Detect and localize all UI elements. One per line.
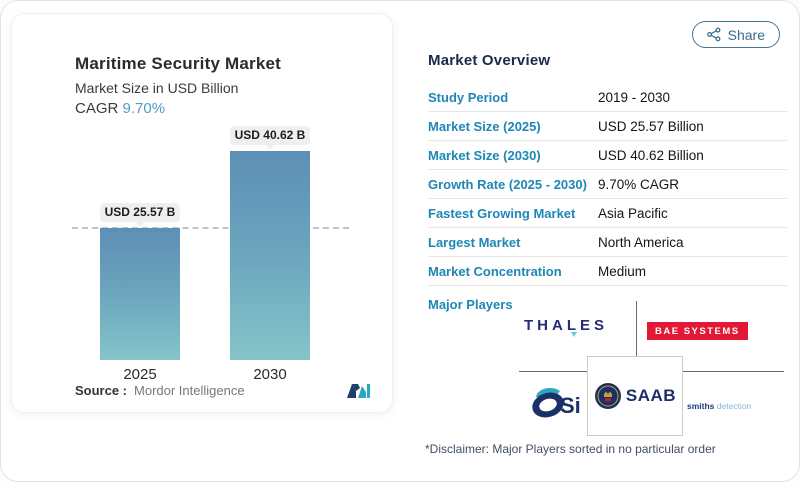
saab-wordmark: SAAB [625, 386, 677, 405]
row-label: Fastest Growing Market [428, 205, 576, 221]
row-label: Market Size (2030) [428, 147, 541, 163]
market-size-chart-card: Maritime Security Market Market Size in … [11, 13, 393, 413]
row-value: 9.70% CAGR [598, 176, 680, 192]
major-players-label: Major Players [428, 297, 513, 312]
osi-logo: Si [532, 387, 580, 418]
share-button[interactable]: Share [691, 21, 780, 48]
svg-text:Si: Si [560, 393, 580, 418]
bar-value-label-2030: USD 40.62 B [230, 126, 310, 145]
bar-value-label-2025: USD 25.57 B [100, 203, 180, 222]
table-row-market-size-2030: Market Size (2030) USD 40.62 Billion [428, 141, 787, 170]
source-value: Mordor Intelligence [134, 382, 245, 398]
thales-accent-icon [571, 332, 577, 337]
market-overview-panel: Market Overview Study Period 2019 - 2030… [428, 46, 787, 312]
row-label: Study Period [428, 89, 509, 105]
chart-title: Maritime Security Market [75, 54, 282, 73]
table-row-growth-rate: Growth Rate (2025 - 2030) 9.70% CAGR [428, 170, 787, 199]
row-label: Growth Rate (2025 - 2030) [428, 176, 587, 192]
smiths-wordmark: smiths [687, 401, 715, 411]
x-axis-label-2025: 2025 [123, 366, 157, 383]
row-value: USD 25.57 Billion [598, 118, 704, 134]
chart-subtitle: Market Size in USD Billion [75, 80, 239, 96]
share-button-label: Share [727, 26, 765, 43]
mordor-intelligence-logo-icon [347, 384, 370, 398]
table-row-market-size-2025: Market Size (2025) USD 25.57 Billion [428, 112, 787, 141]
cagr-value: 9.70% [122, 100, 166, 117]
bar-group-2025: USD 25.57 B [100, 203, 180, 360]
bar-group-2030: USD 40.62 B [230, 126, 310, 360]
table-row-largest-market: Largest Market North America [428, 228, 787, 257]
row-value: North America [598, 234, 684, 250]
source-label: Source : [75, 382, 128, 398]
row-value: 2019 - 2030 [598, 89, 671, 105]
overview-heading: Market Overview [428, 52, 551, 69]
bar-2030 [230, 151, 310, 360]
reference-dashed-line [72, 227, 349, 229]
detection-wordmark: detection [716, 401, 752, 411]
thales-logo: THALES [524, 317, 608, 334]
table-row-fastest-growing-market: Fastest Growing Market Asia Pacific [428, 199, 787, 228]
saab-logo-card: SAAB [587, 356, 683, 436]
smiths-detection-logo: smiths detection [687, 401, 751, 411]
chart-header: Maritime Security Market Market Size in … [12, 14, 392, 117]
table-row-study-period: Study Period 2019 - 2030 [428, 83, 787, 112]
connector-line-vertical [636, 301, 637, 356]
chart-cagr: CAGR 9.70% [75, 100, 392, 117]
source-row: Source : Mordor Intelligence [75, 382, 370, 398]
saab-crest-icon [594, 383, 621, 409]
row-label: Market Concentration [428, 263, 562, 279]
row-value: Medium [598, 263, 647, 279]
share-icon [706, 27, 721, 42]
connector-line-horizontal-right [683, 371, 784, 372]
connector-line-horizontal-left [519, 371, 587, 372]
row-value: Asia Pacific [598, 205, 668, 221]
bar-2025 [100, 228, 180, 360]
row-label: Market Size (2025) [428, 118, 541, 134]
row-value: USD 40.62 Billion [598, 147, 704, 163]
x-axis-label-2030: 2030 [253, 366, 287, 383]
major-players-diagram: THALES BAE SYSTEMS SAAB Si smiths detect… [411, 301, 791, 441]
bar-value-callout-2030: USD 40.62 B [230, 126, 310, 150]
disclaimer-text: *Disclaimer: Major Players sorted in no … [425, 442, 716, 456]
bae-systems-logo: BAE SYSTEMS [647, 322, 748, 340]
bar-value-callout-2025: USD 25.57 B [100, 203, 180, 227]
row-label: Largest Market [428, 234, 521, 250]
cagr-label: CAGR [75, 100, 119, 117]
table-row-market-concentration: Market Concentration Medium [428, 257, 787, 286]
bar-chart: USD 25.57 B USD 40.62 B [12, 114, 392, 360]
